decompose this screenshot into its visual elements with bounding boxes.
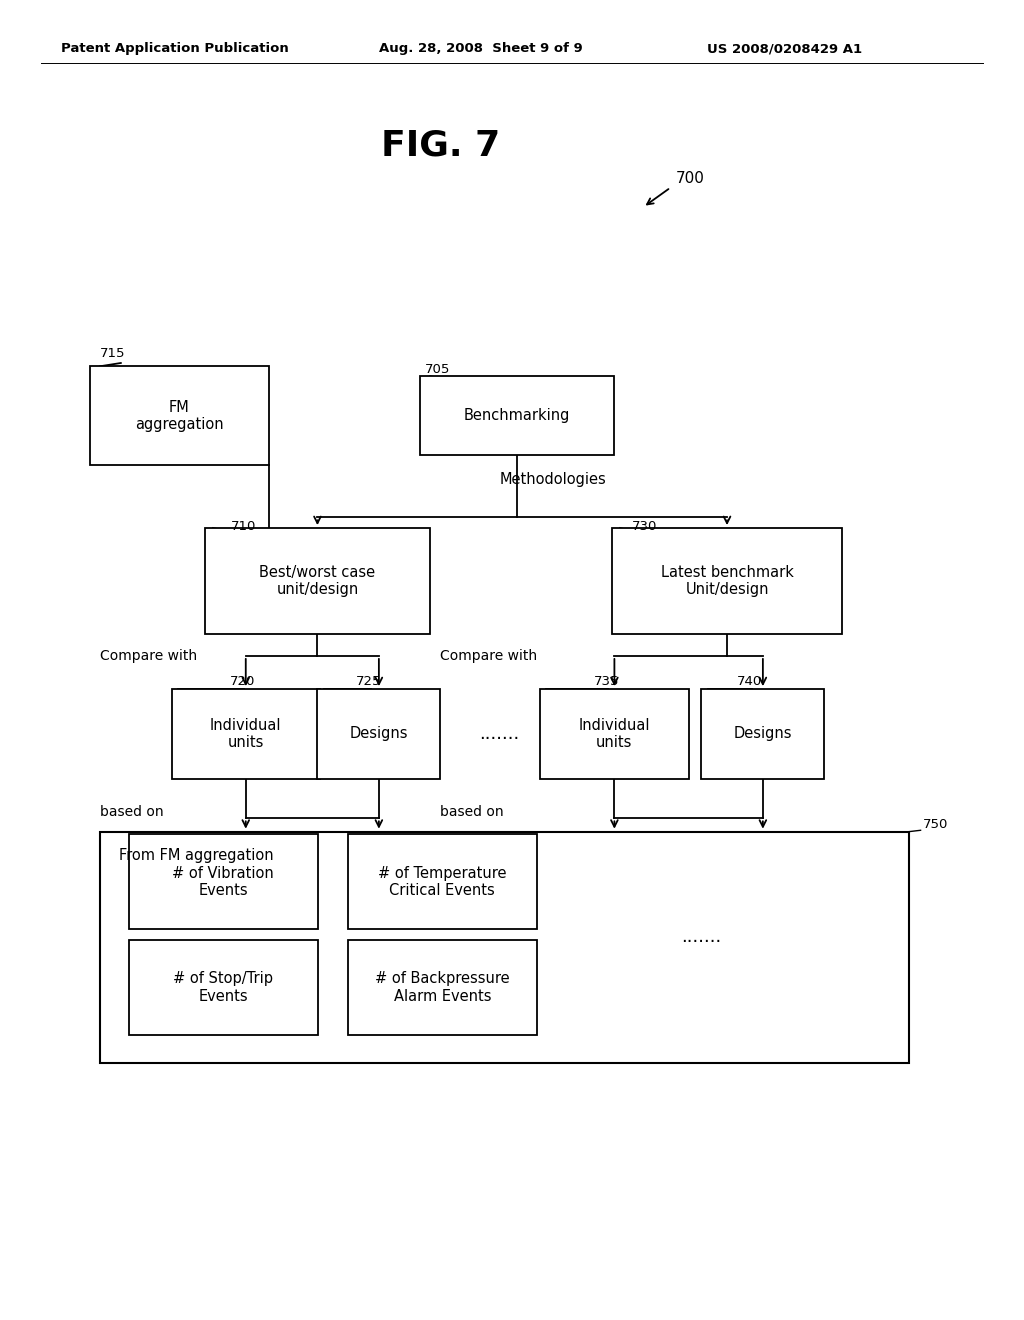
Text: Individual
units: Individual units (579, 718, 650, 750)
Text: .......: ....... (479, 725, 520, 743)
Text: # of Stop/Trip
Events: # of Stop/Trip Events (173, 972, 273, 1003)
Text: Methodologies: Methodologies (500, 471, 606, 487)
Text: Aug. 28, 2008  Sheet 9 of 9: Aug. 28, 2008 Sheet 9 of 9 (379, 42, 583, 55)
Text: 710: 710 (230, 520, 256, 533)
FancyBboxPatch shape (129, 834, 317, 929)
Text: Benchmarking: Benchmarking (464, 408, 570, 424)
Text: From FM aggregation: From FM aggregation (119, 847, 273, 863)
Text: 735: 735 (594, 675, 620, 688)
FancyBboxPatch shape (100, 832, 909, 1063)
Text: 700: 700 (676, 170, 705, 186)
FancyBboxPatch shape (205, 528, 430, 634)
FancyBboxPatch shape (171, 689, 319, 779)
Text: # of Temperature
Critical Events: # of Temperature Critical Events (378, 866, 507, 898)
Text: 740: 740 (737, 675, 763, 688)
Text: .......: ....... (681, 928, 722, 946)
Text: Best/worst case
unit/design: Best/worst case unit/design (259, 565, 376, 597)
Text: # of Backpressure
Alarm Events: # of Backpressure Alarm Events (375, 972, 510, 1003)
FancyBboxPatch shape (420, 376, 614, 455)
Text: FM
aggregation: FM aggregation (135, 400, 223, 432)
Text: 750: 750 (923, 818, 948, 832)
Text: 715: 715 (100, 347, 126, 360)
Text: based on: based on (440, 805, 504, 818)
Text: 705: 705 (425, 363, 451, 376)
FancyBboxPatch shape (129, 940, 317, 1035)
Text: Patent Application Publication: Patent Application Publication (61, 42, 289, 55)
Text: 725: 725 (356, 675, 382, 688)
FancyBboxPatch shape (701, 689, 824, 779)
Text: Latest benchmark
Unit/design: Latest benchmark Unit/design (660, 565, 794, 597)
FancyBboxPatch shape (541, 689, 688, 779)
FancyBboxPatch shape (317, 689, 440, 779)
Text: US 2008/0208429 A1: US 2008/0208429 A1 (707, 42, 861, 55)
Text: based on: based on (100, 805, 164, 818)
Text: Compare with: Compare with (100, 649, 198, 663)
Text: Designs: Designs (349, 726, 409, 742)
Text: # of Vibration
Events: # of Vibration Events (172, 866, 274, 898)
Text: 730: 730 (632, 520, 657, 533)
FancyBboxPatch shape (348, 834, 537, 929)
Text: Compare with: Compare with (440, 649, 538, 663)
Text: Designs: Designs (733, 726, 793, 742)
Text: Individual
units: Individual units (210, 718, 282, 750)
FancyBboxPatch shape (348, 940, 537, 1035)
Text: FIG. 7: FIG. 7 (381, 128, 500, 162)
FancyBboxPatch shape (611, 528, 842, 634)
FancyBboxPatch shape (90, 366, 268, 465)
Text: 720: 720 (229, 675, 255, 688)
